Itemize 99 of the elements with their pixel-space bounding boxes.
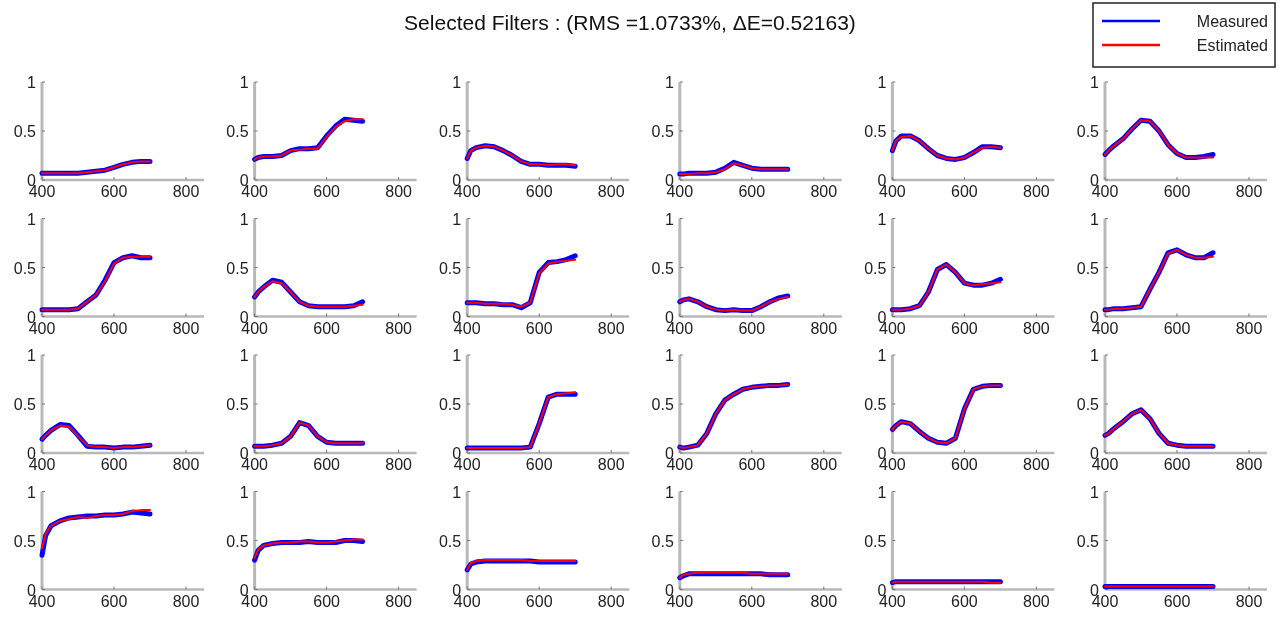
y-tick-label: 0.5	[651, 396, 674, 413]
chart-title: Selected Filters : (RMS =1.0733%, ΔE=0.52163)	[404, 11, 856, 34]
x-tick-label: 800	[810, 456, 838, 473]
y-tick-label: 0.5	[1076, 123, 1100, 140]
y-tick-label: 0.5	[438, 396, 462, 413]
y-tick-label: 1	[877, 347, 887, 364]
y-tick-label: 0.5	[13, 532, 37, 550]
y-tick-label: 0.5	[651, 259, 674, 277]
x-tick-label: 600	[313, 183, 341, 200]
y-tick-label: 0.5	[226, 259, 249, 277]
y-tick-label: 0.5	[13, 259, 37, 277]
x-tick-label: 600	[525, 592, 553, 610]
y-tick-label: 1	[877, 210, 887, 228]
y-tick-label: 0.5	[13, 123, 37, 140]
y-tick-label: 1	[664, 347, 674, 364]
y-tick-label: 0.5	[226, 396, 249, 413]
x-tick-label: 600	[313, 592, 341, 610]
y-tick-label: 0.5	[226, 532, 249, 550]
y-tick-label: 1	[27, 210, 37, 228]
x-tick-label: 800	[810, 319, 838, 337]
x-tick-label: 800	[597, 456, 625, 473]
y-tick-label: 1	[27, 483, 37, 501]
x-tick-label: 800	[1023, 456, 1050, 473]
x-tick-label: 600	[951, 183, 978, 200]
y-tick-label: 0.5	[1076, 259, 1100, 277]
y-tick-label: 0.5	[438, 123, 462, 140]
y-tick-label: 1	[239, 483, 249, 501]
y-tick-label: 1	[1090, 210, 1100, 228]
x-tick-label: 600	[951, 456, 978, 473]
x-tick-label: 800	[385, 319, 413, 337]
x-tick-label: 800	[172, 183, 200, 200]
x-tick-label: 800	[810, 592, 838, 610]
y-tick-label: 0.5	[226, 123, 249, 140]
y-tick-label: 1	[239, 210, 249, 228]
x-tick-label: 800	[385, 183, 413, 200]
y-tick-label: 0.5	[864, 396, 887, 413]
y-tick-label: 0.5	[1076, 532, 1100, 550]
x-tick-label: 800	[1235, 319, 1263, 337]
x-tick-label: 600	[100, 183, 128, 200]
x-tick-label: 600	[525, 319, 553, 337]
x-tick-label: 800	[1235, 456, 1263, 473]
y-tick-label: 1	[877, 74, 887, 91]
y-tick-label: 1	[664, 74, 674, 91]
y-tick-label: 0.5	[864, 259, 887, 277]
y-tick-label: 1	[239, 74, 249, 91]
y-tick-label: 1	[239, 347, 249, 364]
x-tick-label: 800	[1235, 183, 1263, 200]
x-tick-label: 600	[313, 319, 341, 337]
y-tick-label: 0.5	[651, 123, 674, 140]
x-tick-label: 800	[810, 183, 838, 200]
x-tick-label: 600	[313, 456, 341, 473]
x-tick-label: 600	[1163, 592, 1191, 610]
legend-label: Estimated	[1196, 37, 1268, 54]
x-tick-label: 800	[1023, 319, 1050, 337]
x-tick-label: 800	[172, 319, 200, 337]
x-tick-label: 800	[1023, 183, 1050, 200]
x-tick-label: 800	[597, 183, 625, 200]
y-tick-label: 0.5	[13, 396, 37, 413]
y-tick-label: 1	[664, 483, 674, 501]
y-tick-label: 0.5	[1076, 396, 1100, 413]
x-tick-label: 800	[172, 592, 200, 610]
y-tick-label: 0.5	[864, 532, 887, 550]
x-tick-label: 600	[525, 183, 553, 200]
x-tick-label: 600	[525, 456, 553, 473]
x-tick-label: 600	[951, 592, 978, 610]
x-tick-label: 600	[1163, 319, 1191, 337]
y-tick-label: 1	[1090, 347, 1100, 364]
y-tick-label: 0.5	[864, 123, 887, 140]
x-tick-label: 800	[597, 592, 625, 610]
x-tick-label: 600	[100, 319, 128, 337]
y-tick-label: 1	[27, 347, 37, 364]
x-tick-label: 800	[597, 319, 625, 337]
x-tick-label: 600	[1163, 183, 1191, 200]
x-tick-label: 600	[738, 592, 766, 610]
x-tick-label: 600	[1163, 456, 1191, 473]
x-tick-label: 800	[385, 456, 413, 473]
y-tick-label: 1	[452, 483, 462, 501]
x-tick-label: 800	[385, 592, 413, 610]
y-tick-label: 0.5	[651, 532, 674, 550]
x-tick-label: 600	[951, 319, 978, 337]
x-tick-label: 600	[738, 319, 766, 337]
x-tick-label: 800	[1023, 592, 1050, 610]
y-tick-label: 1	[1090, 74, 1100, 91]
x-tick-label: 800	[1235, 592, 1263, 610]
y-tick-label: 1	[452, 347, 462, 364]
y-tick-label: 0.5	[438, 532, 462, 550]
y-tick-label: 1	[877, 483, 887, 501]
y-tick-label: 1	[664, 210, 674, 228]
x-tick-label: 800	[172, 456, 200, 473]
x-tick-label: 600	[738, 456, 766, 473]
y-tick-label: 0.5	[438, 259, 462, 277]
x-tick-label: 600	[100, 592, 128, 610]
y-tick-label: 1	[452, 74, 462, 91]
y-tick-label: 1	[1090, 483, 1100, 501]
x-tick-label: 600	[738, 183, 766, 200]
x-tick-label: 600	[100, 456, 128, 473]
y-tick-label: 1	[27, 74, 37, 91]
legend-label: Measured	[1196, 13, 1268, 30]
y-tick-label: 1	[452, 210, 462, 228]
